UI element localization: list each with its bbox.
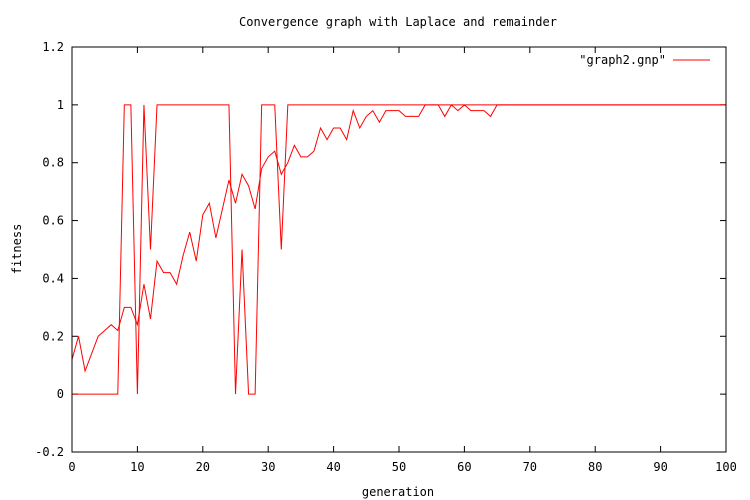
- x-axis-label: generation: [362, 485, 434, 499]
- x-tick-label: 20: [196, 460, 210, 474]
- y-tick-label: 1: [57, 98, 64, 112]
- legend: "graph2.gnp": [579, 53, 710, 67]
- series-layer: [71, 104, 726, 395]
- chart-title: Convergence graph with Laplace and remai…: [239, 15, 557, 29]
- y-axis: -0.2 0 0.2 0.4 0.6 0.8 1 1.2: [35, 40, 726, 459]
- y-tick-label: 0.4: [42, 271, 64, 285]
- x-tick-label: 50: [392, 460, 406, 474]
- y-tick-label: 0.8: [42, 156, 64, 170]
- legend-label: "graph2.gnp": [579, 53, 666, 67]
- y-tick-label: 1.2: [42, 40, 64, 54]
- y-tick-label: -0.2: [35, 445, 64, 459]
- y-tick-label: 0.2: [42, 329, 64, 343]
- x-tick-label: 30: [261, 460, 275, 474]
- y-axis-label: fitness: [10, 224, 24, 275]
- x-tick-label: 80: [588, 460, 602, 474]
- x-tick-label: 40: [326, 460, 340, 474]
- x-tick-label: 10: [130, 460, 144, 474]
- series-line-2: [72, 104, 726, 395]
- x-tick-label: 60: [457, 460, 471, 474]
- series-line-1: [71, 104, 726, 373]
- plot-frame: [71, 46, 727, 453]
- x-tick-label: 90: [653, 460, 667, 474]
- x-tick-label: 0: [68, 460, 75, 474]
- x-axis: 0 10 20 30 40 50 60 70 80 90 100: [68, 47, 737, 474]
- y-tick-label: 0.6: [42, 214, 64, 228]
- y-tick-label: 0: [57, 387, 64, 401]
- x-tick-label: 100: [715, 460, 737, 474]
- x-tick-label: 70: [523, 460, 537, 474]
